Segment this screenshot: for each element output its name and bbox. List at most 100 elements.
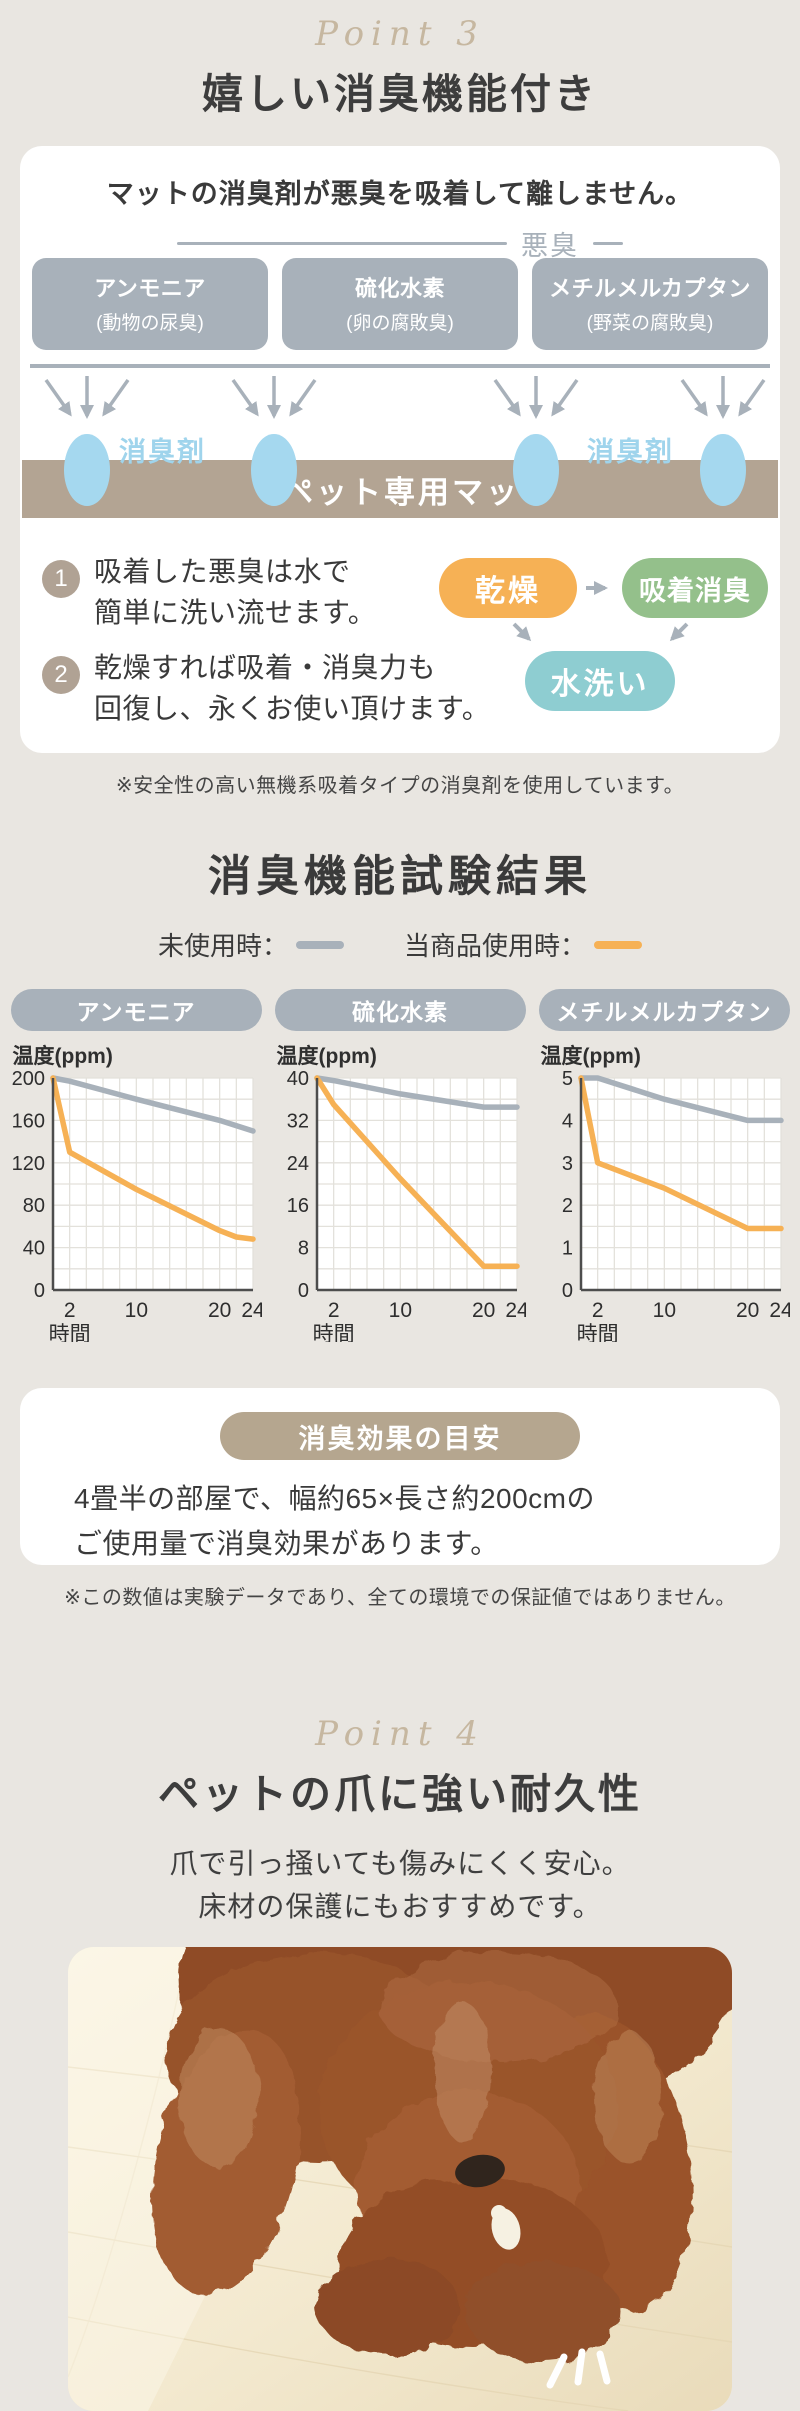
chart-ammonia: アンモニア 温度(ppm) 0 40 80 120 160 200 2 10 20 24 時間 [10, 989, 262, 1342]
odor-boxes: アンモニア (動物の尿臭) 硫化水素 (卵の腐敗臭) メチルメルカプタン (野菜… [32, 258, 768, 350]
cycle-absorb-pill: 吸着消臭 [622, 558, 768, 618]
svg-text:0: 0 [297, 1280, 308, 1302]
chart-mercaptan: メチルメルカプタン 温度(ppm) 0 1 2 3 4 5 2 10 20 24 時間 [538, 989, 790, 1342]
step-2-number: 2 [42, 656, 80, 694]
down-right-arrow-icon [512, 622, 532, 642]
step-1: 1 吸着した悪臭は水で 簡単に洗い流せます。 [42, 552, 376, 633]
svg-text:24: 24 [769, 1299, 790, 1322]
odor-label: 悪臭 [521, 231, 579, 261]
safety-note: ※安全性の高い無機系吸着タイプの消臭剤を使用しています。 [115, 775, 685, 797]
legend-unused-swatch [296, 940, 344, 949]
deodorizer-particle [64, 434, 110, 506]
svg-text:24: 24 [505, 1299, 526, 1322]
svg-text:4: 4 [561, 1110, 572, 1132]
chart-unit-label: 温度(ppm) [12, 1045, 113, 1068]
pet-mat-label: ペット専用マット [282, 474, 554, 510]
svg-text:2: 2 [591, 1299, 603, 1322]
odor-box-name: アンモニア [94, 276, 206, 301]
svg-text:2: 2 [327, 1299, 339, 1322]
svg-text:8: 8 [297, 1238, 308, 1260]
svg-text:40: 40 [22, 1238, 44, 1260]
odor-line-left [177, 242, 507, 245]
down-arrows-icon [44, 376, 130, 419]
svg-text:2: 2 [561, 1195, 572, 1217]
step-2-text: 乾燥すれば吸着・消臭力も 回復し、永くお使い頂けます。 [94, 648, 490, 729]
dog-photo-illustration [68, 1946, 732, 2411]
chart-title-pill: メチルメルカプタン [538, 989, 790, 1031]
svg-text:時間: 時間 [48, 1323, 90, 1342]
svg-text:200: 200 [11, 1070, 44, 1090]
test-section-title: 消臭機能試験結果 [208, 853, 592, 901]
scratch-marks-icon [546, 2348, 611, 2389]
charts-row: アンモニア 温度(ppm) 0 40 80 120 160 200 2 10 20 24 時間 硫化… [0, 989, 800, 1342]
pet-mat-bar: ペット専用マット [22, 460, 778, 518]
odor-box-name: メチルメルカプタン [549, 276, 751, 301]
disclaimer-note: ※この数値は実験データであり、全ての環境での保証値ではありません。 [64, 1587, 736, 1609]
odor-divider: 悪臭 [20, 224, 780, 263]
chart-unit-label: 温度(ppm) [276, 1045, 377, 1068]
down-left-arrow-icon [669, 622, 689, 642]
point4-eyebrow: Point 4 [315, 1714, 485, 1754]
odor-box-desc: (卵の腐敗臭) [346, 313, 454, 334]
line-chart: 0 8 16 24 32 40 2 10 20 24 時間 [286, 1070, 526, 1342]
svg-text:3: 3 [561, 1153, 572, 1175]
point3-header: Point 3 嬉しい消臭機能付き [0, 0, 800, 120]
guide-pill: 消臭効果の目安 [220, 1412, 580, 1460]
cycle-wash-pill: 水洗い [525, 651, 675, 711]
legend-unused-label: 未使用時： [157, 931, 288, 961]
point3-eyebrow: Point 3 [315, 14, 485, 54]
chart-title-pill: アンモニア [10, 989, 262, 1031]
odor-line-right [593, 242, 623, 245]
chart-title-pill: 硫化水素 [274, 989, 526, 1031]
deodorizer-lead: マットの消臭剤が悪臭を吸着して離しません。 [106, 179, 694, 209]
down-arrows-icon [493, 376, 579, 419]
odor-underline [30, 364, 770, 368]
point3-title: 嬉しい消臭機能付き [202, 71, 598, 117]
svg-text:0: 0 [33, 1280, 44, 1302]
svg-text:10: 10 [652, 1299, 675, 1322]
guide-line1: 4畳半の部屋で、幅約65×長さ約200cmの [74, 1483, 595, 1514]
odor-box-h2s: 硫化水素 (卵の腐敗臭) [282, 258, 518, 350]
svg-text:80: 80 [22, 1195, 44, 1217]
odor-box-desc: (野菜の腐敗臭) [586, 313, 714, 334]
chart-legend: 未使用時： 当商品使用時： [0, 926, 800, 963]
poodle-dog [151, 1946, 732, 2362]
deodorizer-particle [251, 434, 297, 506]
deodorizer-particle [700, 434, 746, 506]
point4-header: Point 4 ペットの爪に強い耐久性 [0, 1700, 800, 1820]
down-arrows-icon [680, 376, 766, 419]
white-treat [491, 2204, 521, 2250]
dog-nose [455, 2154, 505, 2188]
odor-box-name: 硫化水素 [354, 276, 445, 301]
guide-card: 消臭効果の目安 4畳半の部屋で、幅約65×長さ約200cmの ご使用量で消臭効果… [20, 1388, 780, 1565]
svg-text:120: 120 [11, 1153, 44, 1175]
line-chart: 0 1 2 3 4 5 2 10 20 24 時間 [561, 1070, 790, 1342]
step-1-line1: 吸着した悪臭は水で [94, 556, 351, 587]
svg-text:32: 32 [286, 1110, 308, 1132]
svg-text:20: 20 [207, 1299, 230, 1322]
svg-text:時間: 時間 [312, 1323, 354, 1342]
chart-unit-label: 温度(ppm) [540, 1045, 641, 1068]
legend-used-label: 当商品使用時： [404, 931, 587, 961]
chart-h2s: 硫化水素 温度(ppm) 0 8 16 24 32 40 2 10 20 24 時間 [274, 989, 526, 1342]
legend-unused: 未使用時： [158, 926, 344, 963]
line-chart: 0 40 80 120 160 200 2 10 20 24 時間 [11, 1070, 262, 1342]
guide-body: 4畳半の部屋で、幅約65×長さ約200cmの ご使用量で消臭効果があります。 [74, 1476, 595, 1567]
svg-text:24: 24 [241, 1299, 262, 1322]
svg-text:40: 40 [286, 1070, 308, 1090]
step-1-number: 1 [42, 560, 80, 598]
odor-box-mercaptan: メチルメルカプタン (野菜の腐敗臭) [532, 258, 768, 350]
step-2-line1: 乾燥すれば吸着・消臭力も [94, 652, 437, 683]
svg-text:時間: 時間 [576, 1323, 618, 1342]
cycle-dry-pill: 乾燥 [439, 558, 577, 618]
svg-text:20: 20 [471, 1299, 494, 1322]
step-2-line2: 回復し、永くお使い頂けます。 [94, 692, 491, 724]
svg-text:2: 2 [63, 1299, 75, 1322]
point4-desc-line2: 床材の保護にもおすすめです。 [198, 1891, 602, 1923]
odor-box-ammonia: アンモニア (動物の尿臭) [32, 258, 268, 350]
deodorizer-particle [513, 434, 559, 506]
svg-text:20: 20 [735, 1299, 758, 1322]
svg-text:24: 24 [286, 1153, 308, 1175]
legend-used: 当商品使用時： [404, 926, 643, 963]
deodorizer-label: 消臭剤 [119, 437, 206, 467]
